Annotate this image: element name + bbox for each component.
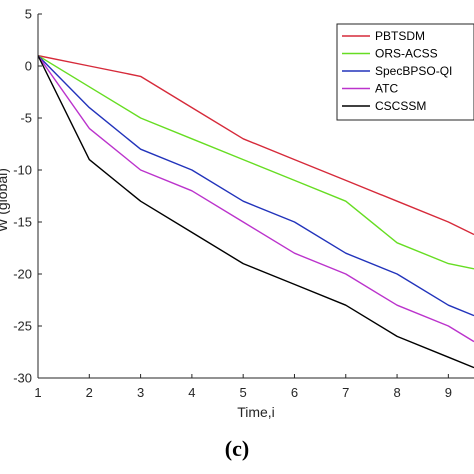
legend-label: PBTSDM xyxy=(375,29,425,43)
x-tick-label: 4 xyxy=(188,385,195,400)
x-tick-label: 2 xyxy=(86,385,93,400)
figure-caption: (c) xyxy=(224,436,250,461)
x-tick-label: 3 xyxy=(137,385,144,400)
x-tick-label: 5 xyxy=(240,385,247,400)
x-tick-label: 7 xyxy=(342,385,349,400)
y-tick-label: -20 xyxy=(13,267,32,282)
x-tick-label: 8 xyxy=(393,385,400,400)
series-line-atc xyxy=(38,55,474,343)
y-tick-label: -25 xyxy=(13,319,32,334)
series-line-pbtsdm xyxy=(38,54,474,236)
legend-label: ATC xyxy=(375,82,398,96)
legend-box xyxy=(336,23,474,121)
x-axis-title: Time,i xyxy=(237,404,275,420)
y-tick-label: 5 xyxy=(25,7,32,22)
series-line-ors-acss xyxy=(38,55,474,270)
x-tick-label: 6 xyxy=(291,385,298,400)
y-tick-label: -15 xyxy=(13,215,32,230)
series-line-cscssm xyxy=(38,55,474,369)
x-tick-label: 9 xyxy=(445,385,452,400)
y-axis-title: W (global) xyxy=(0,168,10,232)
y-tick-label: 0 xyxy=(25,59,32,74)
legend-label: CSCSSM xyxy=(375,99,426,113)
y-tick-label: -10 xyxy=(13,163,32,178)
legend-label: ORS-ACSS xyxy=(375,47,438,61)
x-tick-label: 1 xyxy=(34,385,41,400)
series-line-specbpso-qi xyxy=(38,55,474,317)
y-tick-label: -30 xyxy=(13,371,32,386)
legend-label: SpecBPSO-QI xyxy=(375,64,452,78)
y-tick-label: -5 xyxy=(20,111,32,126)
